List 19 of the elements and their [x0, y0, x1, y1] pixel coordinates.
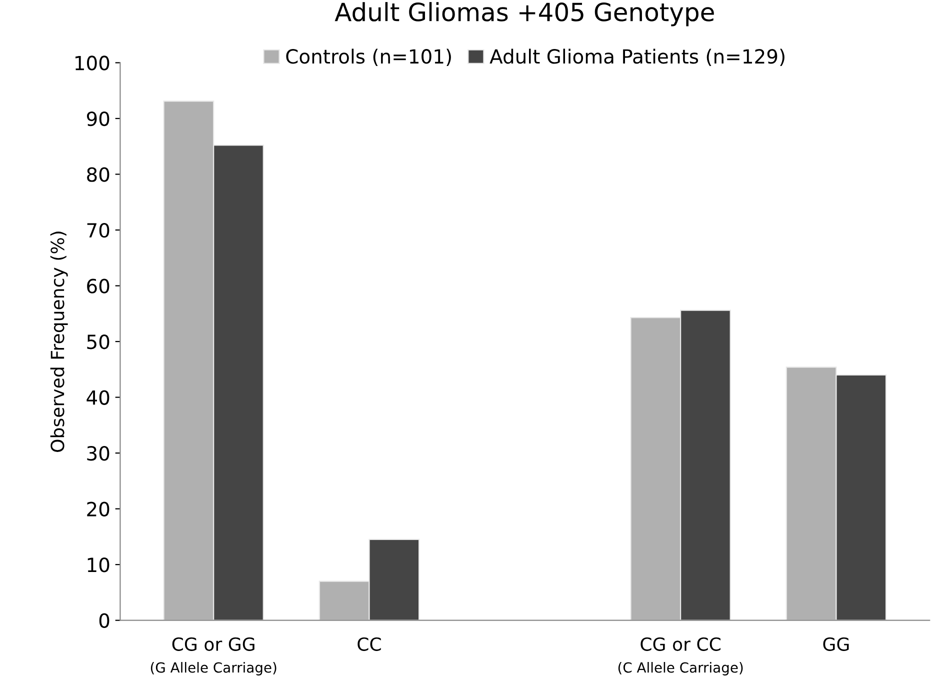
- x-tick-label: GG: [823, 637, 849, 651]
- legend-label: Adult Glioma Patients (n=129): [490, 48, 784, 66]
- y-tick-label: 100: [75, 56, 110, 70]
- y-tick-label: 10: [88, 558, 110, 572]
- y-tick-label: 70: [87, 222, 110, 238]
- x-tick-label: CG or CC (C Allele Carriage): [618, 637, 743, 676]
- y-axis-title: Observed Frequency (%): [50, 232, 68, 452]
- legend-label: Controls (n=101): [286, 48, 451, 66]
- x-tick-label: CG or GG (G Allele Carriage): [150, 637, 276, 676]
- chart-title: Adult Gliomas +405 Genotype: [334, 2, 714, 26]
- y-tick-label: 0: [99, 613, 110, 628]
- y-tick-label: 50: [87, 334, 110, 350]
- y-tick-label: 30: [87, 446, 110, 461]
- x-tick-label: CC: [358, 637, 381, 651]
- y-tick-label: 40: [86, 390, 110, 405]
- y-tick-label: 60: [87, 278, 110, 294]
- y-tick-label: 20: [87, 502, 110, 516]
- y-tick-label: 80: [87, 167, 110, 182]
- y-tick-label: 90: [86, 111, 110, 126]
